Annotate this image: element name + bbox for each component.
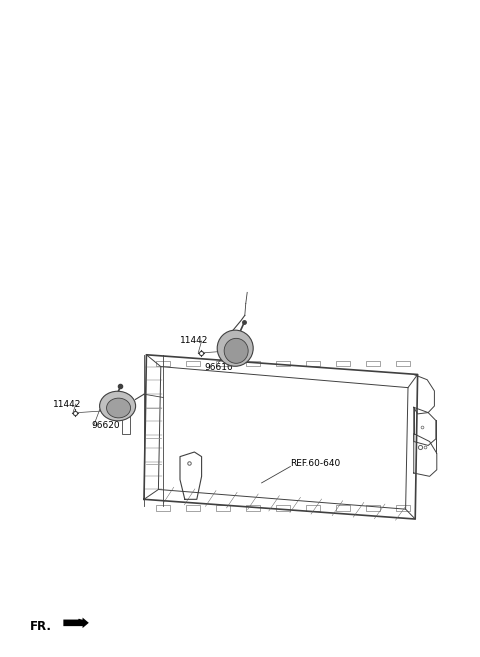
Polygon shape [216,505,230,511]
Polygon shape [366,361,380,366]
Polygon shape [83,618,89,628]
Polygon shape [156,505,170,511]
Text: 11442: 11442 [53,399,81,409]
Ellipse shape [107,398,131,418]
Polygon shape [306,361,321,366]
Text: REF.60-640: REF.60-640 [290,459,341,468]
Polygon shape [156,361,170,366]
Polygon shape [122,414,130,434]
Text: 96620: 96620 [91,421,120,430]
Polygon shape [186,361,201,366]
Polygon shape [396,361,410,366]
Polygon shape [276,505,290,511]
Polygon shape [216,361,230,366]
Ellipse shape [100,391,136,421]
Polygon shape [276,361,290,366]
Text: 96610: 96610 [204,363,233,373]
Text: FR.: FR. [30,620,52,633]
Polygon shape [246,361,260,366]
Polygon shape [336,505,350,511]
Ellipse shape [217,330,253,367]
Polygon shape [186,505,201,511]
Polygon shape [246,505,260,511]
Polygon shape [366,505,380,511]
Text: 11442: 11442 [180,336,208,346]
Ellipse shape [224,338,248,363]
Polygon shape [396,505,410,511]
Polygon shape [336,361,350,366]
Polygon shape [63,620,86,626]
Polygon shape [306,505,321,511]
